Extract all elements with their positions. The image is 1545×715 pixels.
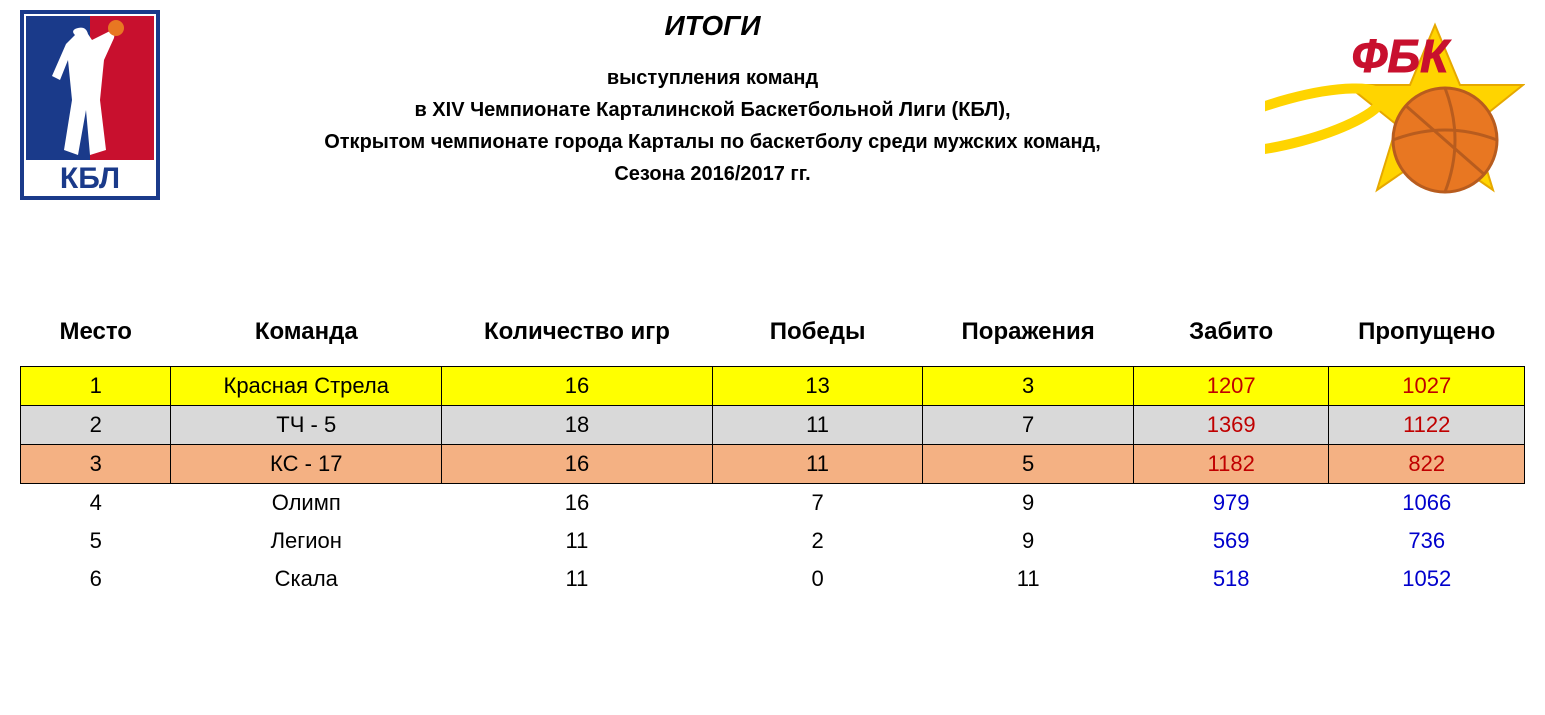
table-row: 3 КС - 17 16 11 5 1182 822 — [21, 445, 1525, 484]
cell-against: 1066 — [1329, 484, 1525, 523]
header: КБЛ ИТОГИ выступления команд в XIV Чемпи… — [20, 10, 1525, 210]
cell-wins: 11 — [712, 445, 923, 484]
cell-losses: 9 — [923, 522, 1134, 560]
col-header-against: Пропущено — [1329, 310, 1525, 367]
cell-place: 5 — [21, 522, 171, 560]
cell-place: 3 — [21, 445, 171, 484]
cell-losses: 9 — [923, 484, 1134, 523]
table-row: 4 Олимп 16 7 9 979 1066 — [21, 484, 1525, 523]
cell-against: 1052 — [1329, 560, 1525, 598]
table-header-row: Место Команда Количество игр Победы Пора… — [21, 310, 1525, 367]
col-header-place: Место — [21, 310, 171, 367]
cell-losses: 7 — [923, 406, 1134, 445]
cell-place: 4 — [21, 484, 171, 523]
cell-losses: 11 — [923, 560, 1134, 598]
title-block: ИТОГИ выступления команд в XIV Чемпионат… — [160, 10, 1265, 190]
cell-games: 11 — [442, 560, 713, 598]
cell-games: 16 — [442, 445, 713, 484]
cell-place: 1 — [21, 367, 171, 406]
table-row: 6 Скала 11 0 11 518 1052 — [21, 560, 1525, 598]
cell-games: 11 — [442, 522, 713, 560]
cell-team: Скала — [171, 560, 442, 598]
cell-against: 1122 — [1329, 406, 1525, 445]
cell-against: 822 — [1329, 445, 1525, 484]
cell-scored: 1182 — [1133, 445, 1329, 484]
cell-scored: 1207 — [1133, 367, 1329, 406]
cell-scored: 1369 — [1133, 406, 1329, 445]
cell-against: 736 — [1329, 522, 1525, 560]
cell-losses: 3 — [923, 367, 1134, 406]
cell-team: Олимп — [171, 484, 442, 523]
col-header-scored: Забито — [1133, 310, 1329, 367]
cell-games: 16 — [442, 484, 713, 523]
table-row: 1 Красная Стрела 16 13 3 1207 1027 — [21, 367, 1525, 406]
page-title: ИТОГИ — [180, 10, 1245, 42]
table-row: 2 ТЧ - 5 18 11 7 1369 1122 — [21, 406, 1525, 445]
kbl-logo-text: КБЛ — [60, 162, 120, 195]
cell-scored: 569 — [1133, 522, 1329, 560]
kbl-logo: КБЛ — [20, 10, 160, 200]
cell-scored: 518 — [1133, 560, 1329, 598]
cell-place: 6 — [21, 560, 171, 598]
col-header-losses: Поражения — [923, 310, 1134, 367]
col-header-games: Количество игр — [442, 310, 713, 367]
table-row: 5 Легион 11 2 9 569 736 — [21, 522, 1525, 560]
cell-wins: 7 — [712, 484, 923, 523]
cell-games: 16 — [442, 367, 713, 406]
col-header-team: Команда — [171, 310, 442, 367]
col-header-wins: Победы — [712, 310, 923, 367]
cell-wins: 11 — [712, 406, 923, 445]
cell-team: Легион — [171, 522, 442, 560]
cell-team: ТЧ - 5 — [171, 406, 442, 445]
subtitle-line-3: Открытом чемпионате города Карталы по ба… — [180, 126, 1245, 158]
subtitle-line-1: выступления команд — [180, 62, 1245, 94]
cell-wins: 2 — [712, 522, 923, 560]
subtitle-line-4: Сезона 2016/2017 гг. — [180, 158, 1245, 190]
cell-losses: 5 — [923, 445, 1134, 484]
cell-scored: 979 — [1133, 484, 1329, 523]
cell-against: 1027 — [1329, 367, 1525, 406]
cell-team: Красная Стрела — [171, 367, 442, 406]
cell-games: 18 — [442, 406, 713, 445]
cell-wins: 13 — [712, 367, 923, 406]
subtitle-line-2: в XIV Чемпионате Карталинской Баскетболь… — [180, 94, 1245, 126]
standings-table: Место Команда Количество игр Победы Пора… — [20, 310, 1525, 598]
cell-team: КС - 17 — [171, 445, 442, 484]
cell-place: 2 — [21, 406, 171, 445]
fbk-logo: ФБК — [1265, 10, 1525, 210]
fbk-logo-text: ФБК — [1352, 30, 1451, 82]
cell-wins: 0 — [712, 560, 923, 598]
